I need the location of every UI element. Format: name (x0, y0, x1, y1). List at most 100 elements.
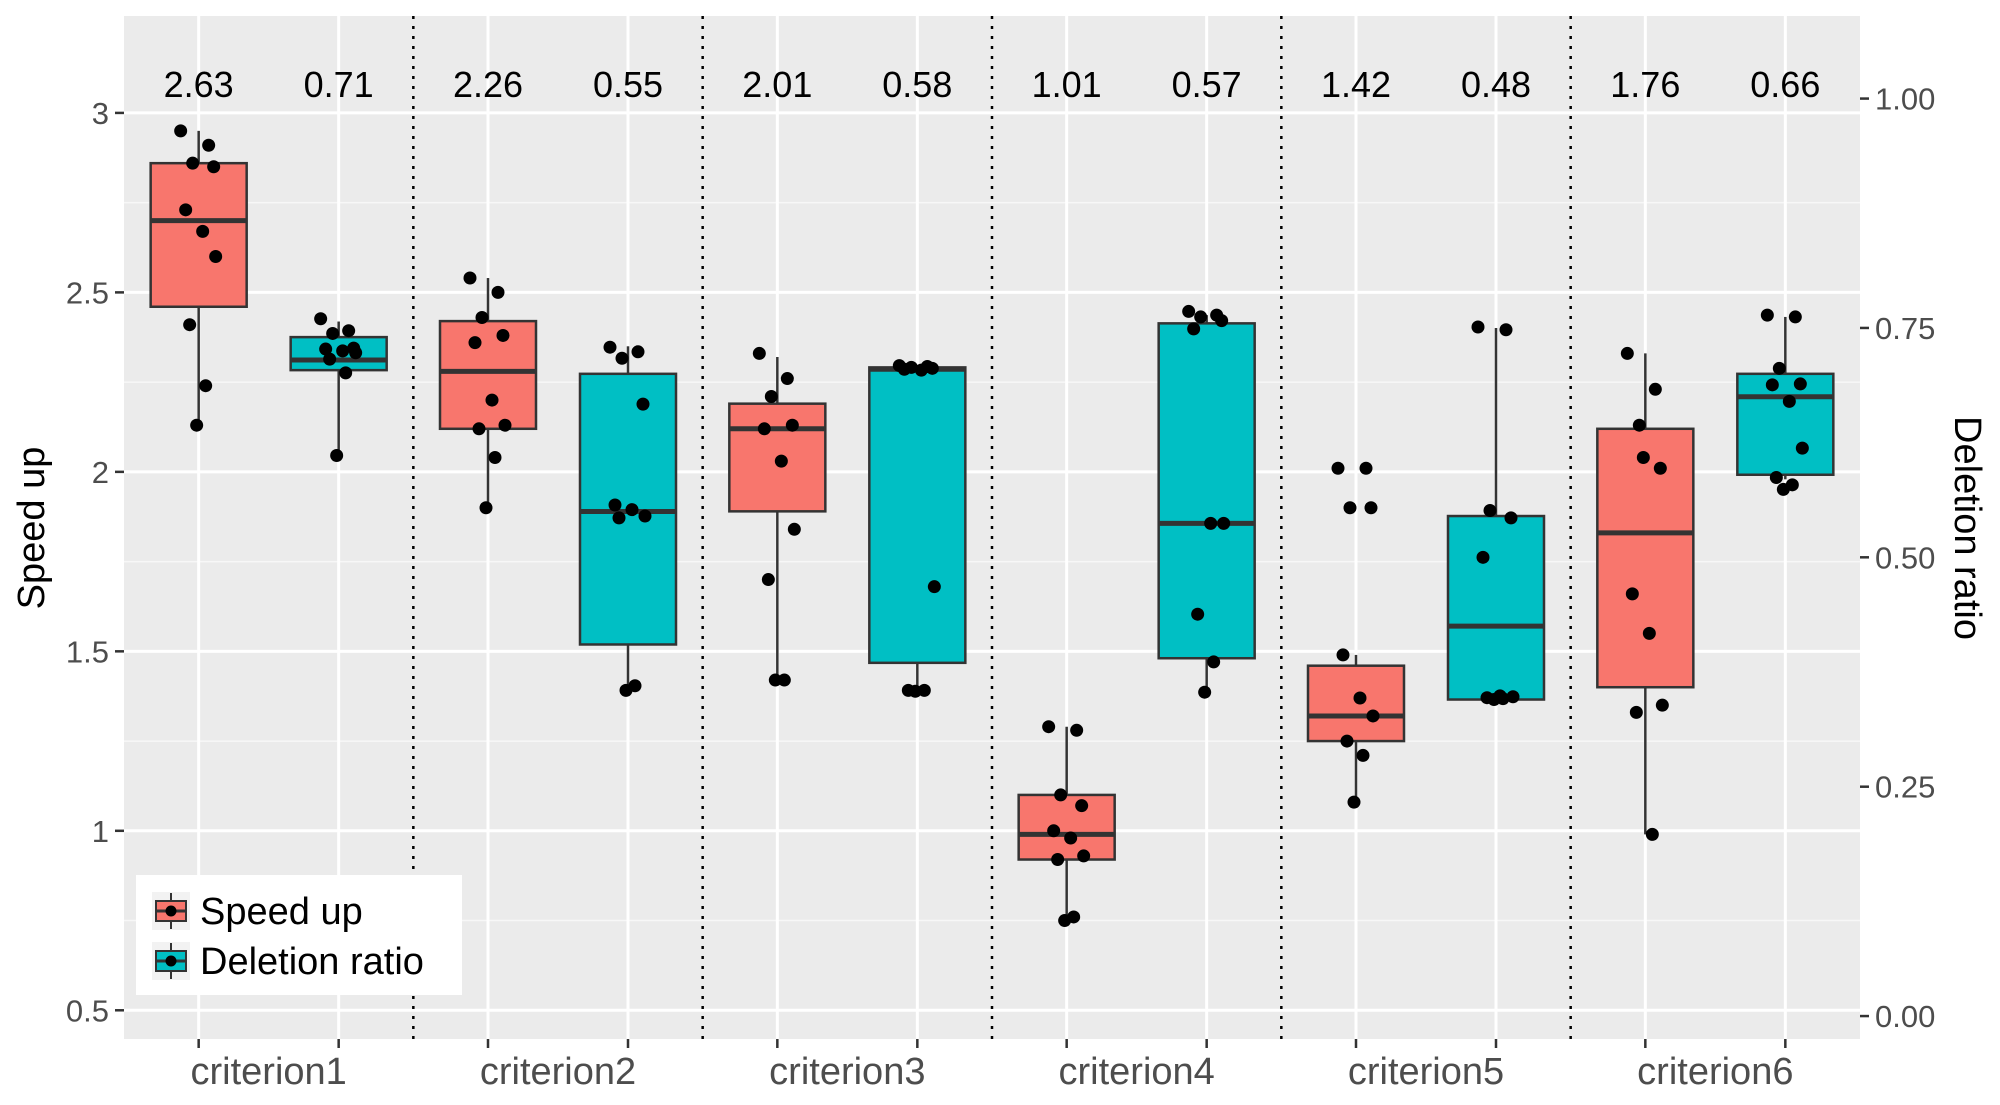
data-point-deletion-ratio (1776, 482, 1790, 496)
data-point-speed-up (1655, 698, 1669, 712)
mean-label-speed-up: 1.42 (1321, 64, 1391, 105)
data-point-speed-up (1625, 587, 1639, 601)
legend-key-speed-up (152, 892, 190, 930)
x-tick-label: criterion4 (1059, 1051, 1215, 1093)
x-tick-label: criterion6 (1637, 1051, 1793, 1093)
data-point-speed-up (174, 124, 188, 138)
data-point-speed-up (787, 522, 801, 536)
data-point-speed-up (780, 372, 794, 386)
y-tick-label-right: 0.50 (1875, 540, 1935, 575)
data-point-speed-up (496, 328, 510, 342)
mean-label-deletion-ratio: 0.66 (1750, 64, 1820, 105)
data-point-deletion-ratio (1499, 323, 1513, 337)
data-point-deletion-ratio (1506, 690, 1520, 704)
data-point-speed-up (1353, 691, 1367, 705)
data-point-deletion-ratio (615, 351, 629, 365)
data-point-deletion-ratio (1215, 314, 1229, 328)
data-point-deletion-ratio (1793, 377, 1807, 391)
data-point-deletion-ratio (1194, 310, 1208, 324)
data-point-speed-up (1331, 461, 1345, 475)
data-point-deletion-ratio (1204, 516, 1218, 530)
data-point-speed-up (1075, 799, 1089, 813)
data-point-deletion-ratio (1760, 308, 1774, 322)
data-point-speed-up (1336, 648, 1350, 662)
data-point-speed-up (774, 454, 788, 468)
data-point-deletion-ratio (1187, 322, 1201, 336)
y-tick-label-right: 1.00 (1875, 82, 1935, 117)
legend-key-deletion-ratio (152, 942, 190, 980)
data-point-speed-up (190, 418, 204, 432)
data-point-speed-up (1058, 914, 1072, 928)
data-point-speed-up (1340, 734, 1354, 748)
axes: 0.5 1 1.5 2 2.5 3 0.00 0.25 0.50 0.75 1.00 criterio… (66, 82, 1935, 1093)
data-point-speed-up (1070, 723, 1084, 737)
x-tick-label: criterion3 (769, 1051, 925, 1093)
data-point-deletion-ratio (638, 509, 652, 523)
x-tick-label: criterion5 (1348, 1051, 1504, 1093)
data-point-deletion-ratio (1765, 378, 1779, 392)
data-point-speed-up (1620, 346, 1634, 360)
mean-label-speed-up: 1.01 (1032, 64, 1102, 105)
data-point-speed-up (199, 379, 213, 393)
y-axis-title-left: Speed up (11, 447, 53, 610)
data-point-speed-up (1042, 720, 1056, 734)
data-point-deletion-ratio (1788, 310, 1802, 324)
data-point-speed-up (761, 573, 775, 587)
data-point-speed-up (485, 393, 499, 407)
box-deletion-ratio (868, 366, 967, 665)
data-point-deletion-ratio (1483, 504, 1497, 518)
mean-label-speed-up: 2.01 (742, 64, 812, 105)
data-point-deletion-ratio (1769, 470, 1783, 484)
boxes (149, 130, 1835, 917)
data-point-speed-up (777, 673, 791, 687)
mean-label-deletion-ratio: 0.71 (304, 64, 374, 105)
mean-label-speed-up: 1.76 (1610, 64, 1680, 105)
data-point-deletion-ratio (908, 684, 922, 698)
data-point-deletion-ratio (1217, 516, 1231, 530)
data-point-deletion-ratio (925, 361, 939, 375)
data-point-deletion-ratio (927, 580, 941, 594)
data-point-speed-up (196, 224, 210, 238)
data-point-deletion-ratio (339, 366, 353, 380)
x-tick-label: criterion1 (191, 1051, 347, 1093)
data-point-deletion-ratio (323, 352, 337, 366)
data-point-speed-up (468, 336, 482, 350)
legend: Speed up Deletion ratio (136, 875, 462, 995)
data-point-speed-up (1653, 461, 1667, 475)
data-point-deletion-ratio (914, 363, 928, 377)
data-point-speed-up (498, 418, 512, 432)
mean-label-deletion-ratio: 0.48 (1461, 64, 1531, 105)
data-point-deletion-ratio (631, 345, 645, 359)
data-point-deletion-ratio (1182, 304, 1196, 318)
data-point-deletion-ratio (1476, 550, 1490, 564)
data-point-deletion-ratio (326, 326, 340, 340)
data-point-deletion-ratio (1504, 511, 1518, 525)
data-point-deletion-ratio (1772, 361, 1786, 375)
legend-label-deletion-ratio: Deletion ratio (200, 941, 424, 983)
mean-labels: 2.63 0.71 2.26 0.55 2.01 0.58 1.01 0.57 1.42 0.48… (164, 64, 1821, 105)
data-point-deletion-ratio (1207, 655, 1221, 669)
data-point-speed-up (1064, 831, 1078, 845)
legend-label-speed-up: Speed up (200, 891, 363, 933)
data-point-deletion-ratio (330, 448, 344, 462)
data-point-speed-up (488, 451, 502, 465)
data-point-deletion-ratio (1198, 685, 1212, 699)
data-point-speed-up (472, 422, 486, 436)
box-speed-up (1017, 793, 1116, 861)
mean-label-deletion-ratio: 0.58 (882, 64, 952, 105)
y-tick-label-right: 0.75 (1875, 311, 1935, 346)
data-point-deletion-ratio (349, 346, 363, 360)
data-point-deletion-ratio (608, 498, 622, 512)
data-point-speed-up (207, 160, 221, 174)
data-point-speed-up (1047, 824, 1061, 838)
data-point-speed-up (1051, 853, 1065, 867)
data-point-deletion-ratio (314, 312, 328, 326)
data-point-speed-up (475, 311, 489, 325)
box-deletion-ratio (1736, 372, 1835, 476)
data-point-speed-up (752, 346, 766, 360)
data-point-speed-up (757, 422, 771, 436)
data-point-deletion-ratio (1471, 320, 1485, 334)
y-tick-label-left: 2 (92, 455, 109, 490)
box-speed-up (1306, 664, 1406, 743)
